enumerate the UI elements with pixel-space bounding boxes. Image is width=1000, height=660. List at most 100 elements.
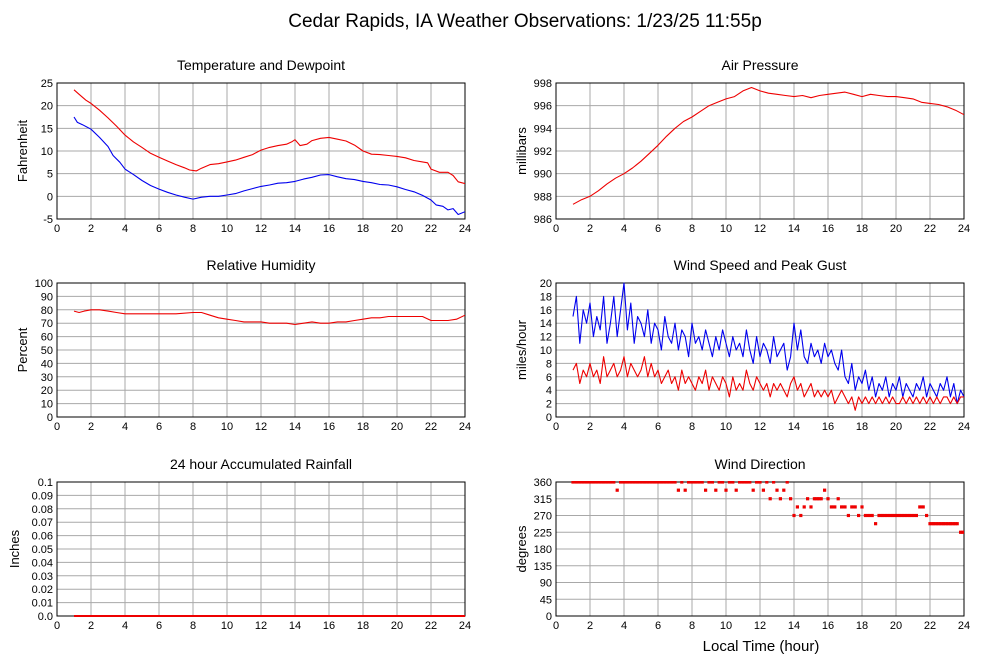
x-tick-label: 14 xyxy=(289,421,301,433)
direction-point xyxy=(914,513,918,518)
x-tick-label: 8 xyxy=(689,620,695,632)
direction-point xyxy=(717,481,721,484)
y-tick-label: 0.07 xyxy=(32,517,53,529)
direction-point xyxy=(806,497,810,501)
series-line-primary xyxy=(73,309,465,326)
y-tick-label: 0.01 xyxy=(32,598,53,610)
x-tick-label: 4 xyxy=(122,620,128,632)
y-tick-label: 0 xyxy=(47,191,53,203)
y-tick-label: 12 xyxy=(540,332,552,344)
direction-point xyxy=(765,481,769,484)
y-tick-label: 100 xyxy=(35,278,53,290)
x-tick-label: 24 xyxy=(958,421,970,433)
y-tick-label: 0.0 xyxy=(38,611,53,623)
direction-point xyxy=(789,497,793,501)
x-tick-label: 16 xyxy=(323,421,335,433)
plot-frame xyxy=(56,282,466,418)
x-tick-label: 0 xyxy=(54,421,60,433)
x-tick-label: 8 xyxy=(689,223,695,235)
y-tick-label: -5 xyxy=(43,214,53,226)
x-tick-label: 6 xyxy=(655,620,661,632)
direction-point xyxy=(819,497,823,501)
y-tick-label: 994 xyxy=(534,123,552,135)
x-tick-label: 20 xyxy=(391,620,403,632)
x-tick-label: 2 xyxy=(88,223,94,235)
y-tick-label: 10 xyxy=(41,399,53,411)
x-tick-label: 2 xyxy=(88,421,94,433)
chart-humidity: 0 2 4 6 8 10 12 14 16 18 20 22 240102030405060708090… xyxy=(15,257,471,433)
x-tick-label: 20 xyxy=(890,223,902,235)
x-tick-label: 20 xyxy=(890,421,902,433)
x-tick-label: 20 xyxy=(890,620,902,632)
x-tick-label: 6 xyxy=(156,223,162,235)
y-tick-label: 0.02 xyxy=(32,584,53,596)
y-tick-label: 90 xyxy=(540,578,552,590)
y-tick-label: 16 xyxy=(540,305,552,317)
y-tick-label: 20 xyxy=(41,385,53,397)
x-tick-label: 14 xyxy=(788,223,800,235)
chart-title: Wind Direction xyxy=(714,456,805,472)
y-tick-label: 360 xyxy=(534,477,552,489)
x-tick-label: 4 xyxy=(122,223,128,235)
chart-title: Relative Humidity xyxy=(207,257,316,273)
series-line-primary xyxy=(73,89,465,185)
x-tick-label: 22 xyxy=(924,223,936,235)
x-tick-label: 4 xyxy=(621,421,627,433)
y-tick-label: 992 xyxy=(534,146,552,158)
series-line-primary xyxy=(572,86,964,205)
y-tick-label: 0.06 xyxy=(32,531,53,543)
x-tick-label: 18 xyxy=(856,223,868,235)
direction-point xyxy=(683,488,687,492)
series-group xyxy=(572,282,964,411)
direction-point xyxy=(938,522,942,526)
x-tick-label: 6 xyxy=(156,421,162,433)
y-tick-label: 30 xyxy=(41,372,53,384)
x-tick-label: 2 xyxy=(587,223,593,235)
x-tick-label: 22 xyxy=(425,223,437,235)
direction-point xyxy=(714,488,718,492)
y-tick-label: 8 xyxy=(546,358,552,370)
x-tick-label: 8 xyxy=(190,223,196,235)
x-tick-label: 24 xyxy=(459,620,471,632)
chart-title: Air Pressure xyxy=(721,57,798,73)
x-tick-label: 14 xyxy=(788,620,800,632)
series-line-secondary xyxy=(73,116,465,216)
y-tick-label: 6 xyxy=(546,372,552,384)
y-tick-label: 70 xyxy=(41,318,53,330)
direction-point xyxy=(887,513,891,518)
direction-point xyxy=(734,488,738,492)
y-tick-label: 40 xyxy=(41,358,53,370)
x-tick-label: 0 xyxy=(553,620,559,632)
y-axis-label: degrees xyxy=(514,525,529,572)
y-tick-label: 0.08 xyxy=(32,504,53,516)
y-tick-label: 998 xyxy=(534,78,552,90)
x-tick-label: 18 xyxy=(357,421,369,433)
direction-point xyxy=(795,505,799,509)
y-tick-label: 45 xyxy=(540,594,552,606)
y-tick-label: 50 xyxy=(41,345,53,357)
x-tick-label: 2 xyxy=(88,620,94,632)
direction-point xyxy=(775,488,779,492)
x-axis-label: Local Time (hour) xyxy=(703,638,820,655)
y-tick-label: 180 xyxy=(534,544,552,556)
direction-point xyxy=(962,530,964,534)
x-tick-label: 16 xyxy=(323,620,335,632)
x-tick-label: 16 xyxy=(822,620,834,632)
direction-point xyxy=(802,505,806,509)
x-tick-label: 14 xyxy=(289,620,301,632)
direction-point xyxy=(778,497,782,501)
direction-point xyxy=(676,488,680,492)
y-tick-label: 10 xyxy=(41,146,53,158)
direction-point xyxy=(955,522,959,526)
chart-rain: 0 2 4 6 8 10 12 14 16 18 20 22 240.00.010.020.030.04… xyxy=(7,456,471,632)
direction-point xyxy=(799,513,803,518)
y-tick-label: 0.03 xyxy=(32,571,53,583)
direction-point xyxy=(649,481,653,484)
chart-temp: 0 2 4 6 8 10 12 14 16 18 20 22 24-50510152025Tempera… xyxy=(15,57,471,235)
x-tick-label: 14 xyxy=(788,421,800,433)
y-tick-label: 0 xyxy=(546,412,552,424)
y-tick-label: 0.04 xyxy=(32,557,53,569)
x-tick-label: 14 xyxy=(289,223,301,235)
x-tick-label: 8 xyxy=(190,421,196,433)
